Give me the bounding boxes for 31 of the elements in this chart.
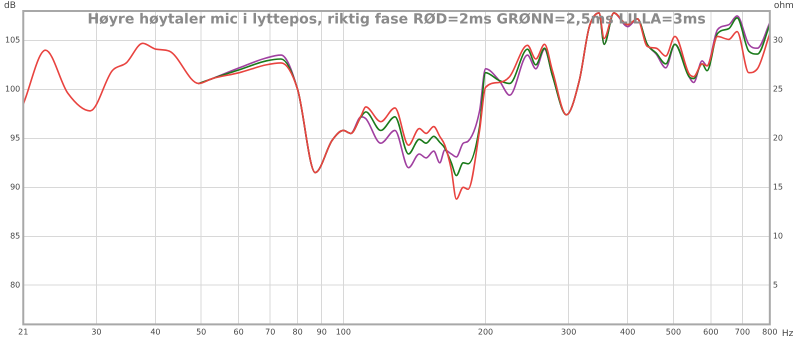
x-tick-label: 30 <box>91 327 102 336</box>
x-tick-label: 50 <box>196 327 206 336</box>
y-axis-title: dB <box>4 0 16 11</box>
x-tick-label: 300 <box>561 327 576 336</box>
x-tick-label: 700 <box>734 327 750 336</box>
x-tick-label: 21 <box>18 327 28 336</box>
x-tick-label: 600 <box>703 327 718 336</box>
x-tick-label: 90 <box>316 327 327 336</box>
y2-tick-label: 30 <box>772 35 784 44</box>
x-tick-label: 200 <box>478 327 494 336</box>
y-tick-label: 100 <box>4 84 20 94</box>
x-tick-label: 70 <box>265 327 276 336</box>
y2-tick-label: 10 <box>772 231 784 240</box>
x-tick-label: 500 <box>666 327 682 336</box>
x-tick-label: 800 <box>762 327 778 336</box>
y-tick-label: 95 <box>10 133 20 142</box>
y-tick-label: 90 <box>10 182 20 192</box>
y2-tick-label: 25 <box>772 84 784 94</box>
x-axis-title: Hz <box>782 329 794 340</box>
y2-tick-label: 5 <box>772 280 778 290</box>
y-tick-label: 80 <box>10 280 20 290</box>
x-tick-label: 100 <box>336 327 351 336</box>
y-tick-label: 85 <box>10 231 20 240</box>
x-tick-label: 60 <box>233 327 244 336</box>
y2-tick-label: 15 <box>772 182 784 192</box>
y2-tick-label: 20 <box>772 133 784 142</box>
x-tick-label: 80 <box>292 327 303 336</box>
y2-axis-title: ohm <box>774 0 794 11</box>
x-tick-label: 40 <box>150 327 161 336</box>
y-tick-label: 105 <box>4 35 20 44</box>
x-tick-label: 400 <box>620 327 636 336</box>
